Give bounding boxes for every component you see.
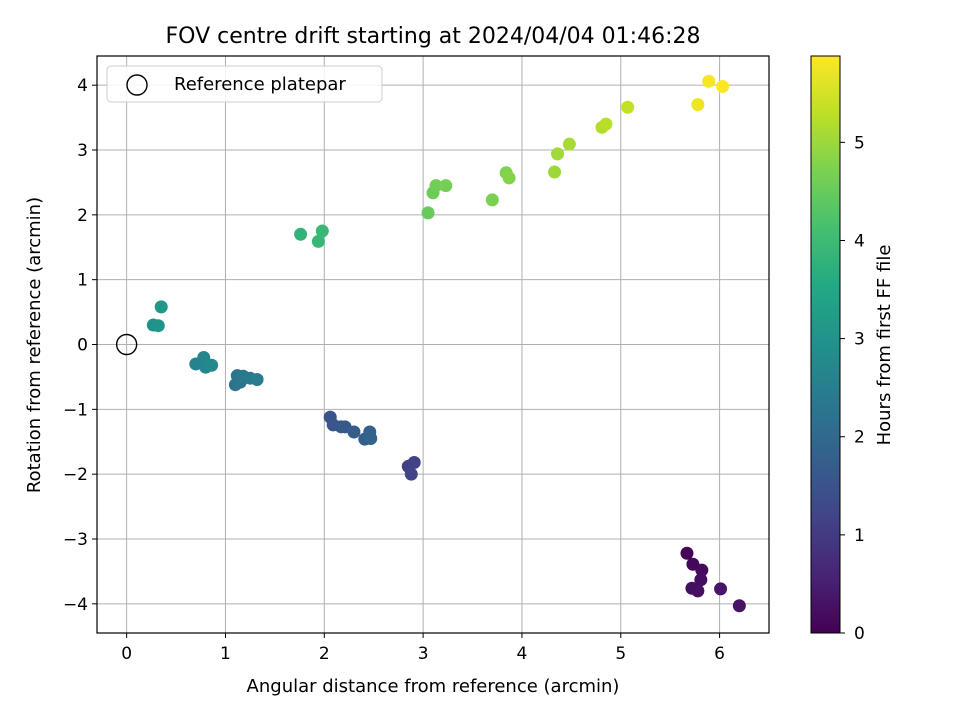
legend-entry-reference: Reference platepar [174,74,346,95]
colorbar [810,55,841,634]
data-point [205,358,219,372]
data-point [551,147,565,161]
x-axis-ticks: 0 1 2 3 4 5 6 [121,633,725,664]
data-point [407,455,421,469]
data-point [151,319,165,333]
colorbar-tick-label: 3 [854,330,865,350]
colorbar-tick-label: 4 [854,231,865,251]
reference-marker-layer [115,333,138,356]
y-axis-label: Rotation from reference (arcmin) [24,197,45,493]
x-tick-label: 6 [714,644,725,664]
x-tick-label: 4 [517,644,528,664]
data-point [716,79,730,93]
colorbar-tick-label: 5 [854,133,865,153]
y-axis-ticks: −4 −3 −2 −1 0 1 2 3 4 [63,76,97,615]
data-point [691,584,705,598]
x-tick-label: 3 [418,644,429,664]
y-tick-label: −4 [63,595,88,615]
data-point [311,234,325,248]
y-tick-label: 0 [77,336,88,356]
chart-title: FOV centre drift starting at 2024/04/04 … [166,24,701,49]
grid-lines [97,56,769,633]
data-point [694,573,708,587]
colorbar-label: Hours from first FF file [874,245,895,446]
data-point [599,117,613,131]
legend: Reference platepar [106,65,383,103]
y-tick-label: 4 [77,76,88,96]
data-point [621,100,635,114]
data-point [485,193,499,207]
data-point [548,165,562,179]
data-point [732,599,746,613]
colorbar-tick-label: 2 [854,428,865,448]
data-point [364,432,378,446]
legend-marker-reference [126,74,148,96]
data-point [691,98,705,112]
data-point [695,563,709,577]
data-point [404,467,418,481]
data-point [502,171,516,185]
x-tick-label: 2 [319,644,330,664]
x-tick-label: 1 [220,644,231,664]
colorbar-ticks: 0 1 2 3 4 5 [840,133,865,644]
data-point [439,179,453,193]
y-tick-label: −2 [63,465,88,485]
y-tick-label: 3 [77,141,88,161]
data-point [315,224,329,238]
data-point [429,179,443,193]
reference-platepar-marker [115,333,138,356]
data-point [702,74,716,88]
x-axis-label: Angular distance from reference (arcmin) [247,676,620,697]
data-point [347,425,361,439]
legend-box [106,65,383,103]
colorbar-tick-label: 0 [854,624,865,644]
data-point [250,373,264,387]
data-points [146,74,746,613]
y-tick-label: 1 [77,271,88,291]
data-point [714,582,728,596]
data-point [680,546,694,560]
y-tick-label: −3 [63,530,88,550]
x-tick-label: 0 [121,644,132,664]
data-point [562,137,576,151]
data-point [294,227,308,241]
y-tick-label: −1 [63,400,88,420]
colorbar-tick-label: 1 [854,526,865,546]
y-tick-label: 2 [77,206,88,226]
data-point [421,206,435,220]
x-tick-label: 5 [615,644,626,664]
data-point [154,300,168,314]
